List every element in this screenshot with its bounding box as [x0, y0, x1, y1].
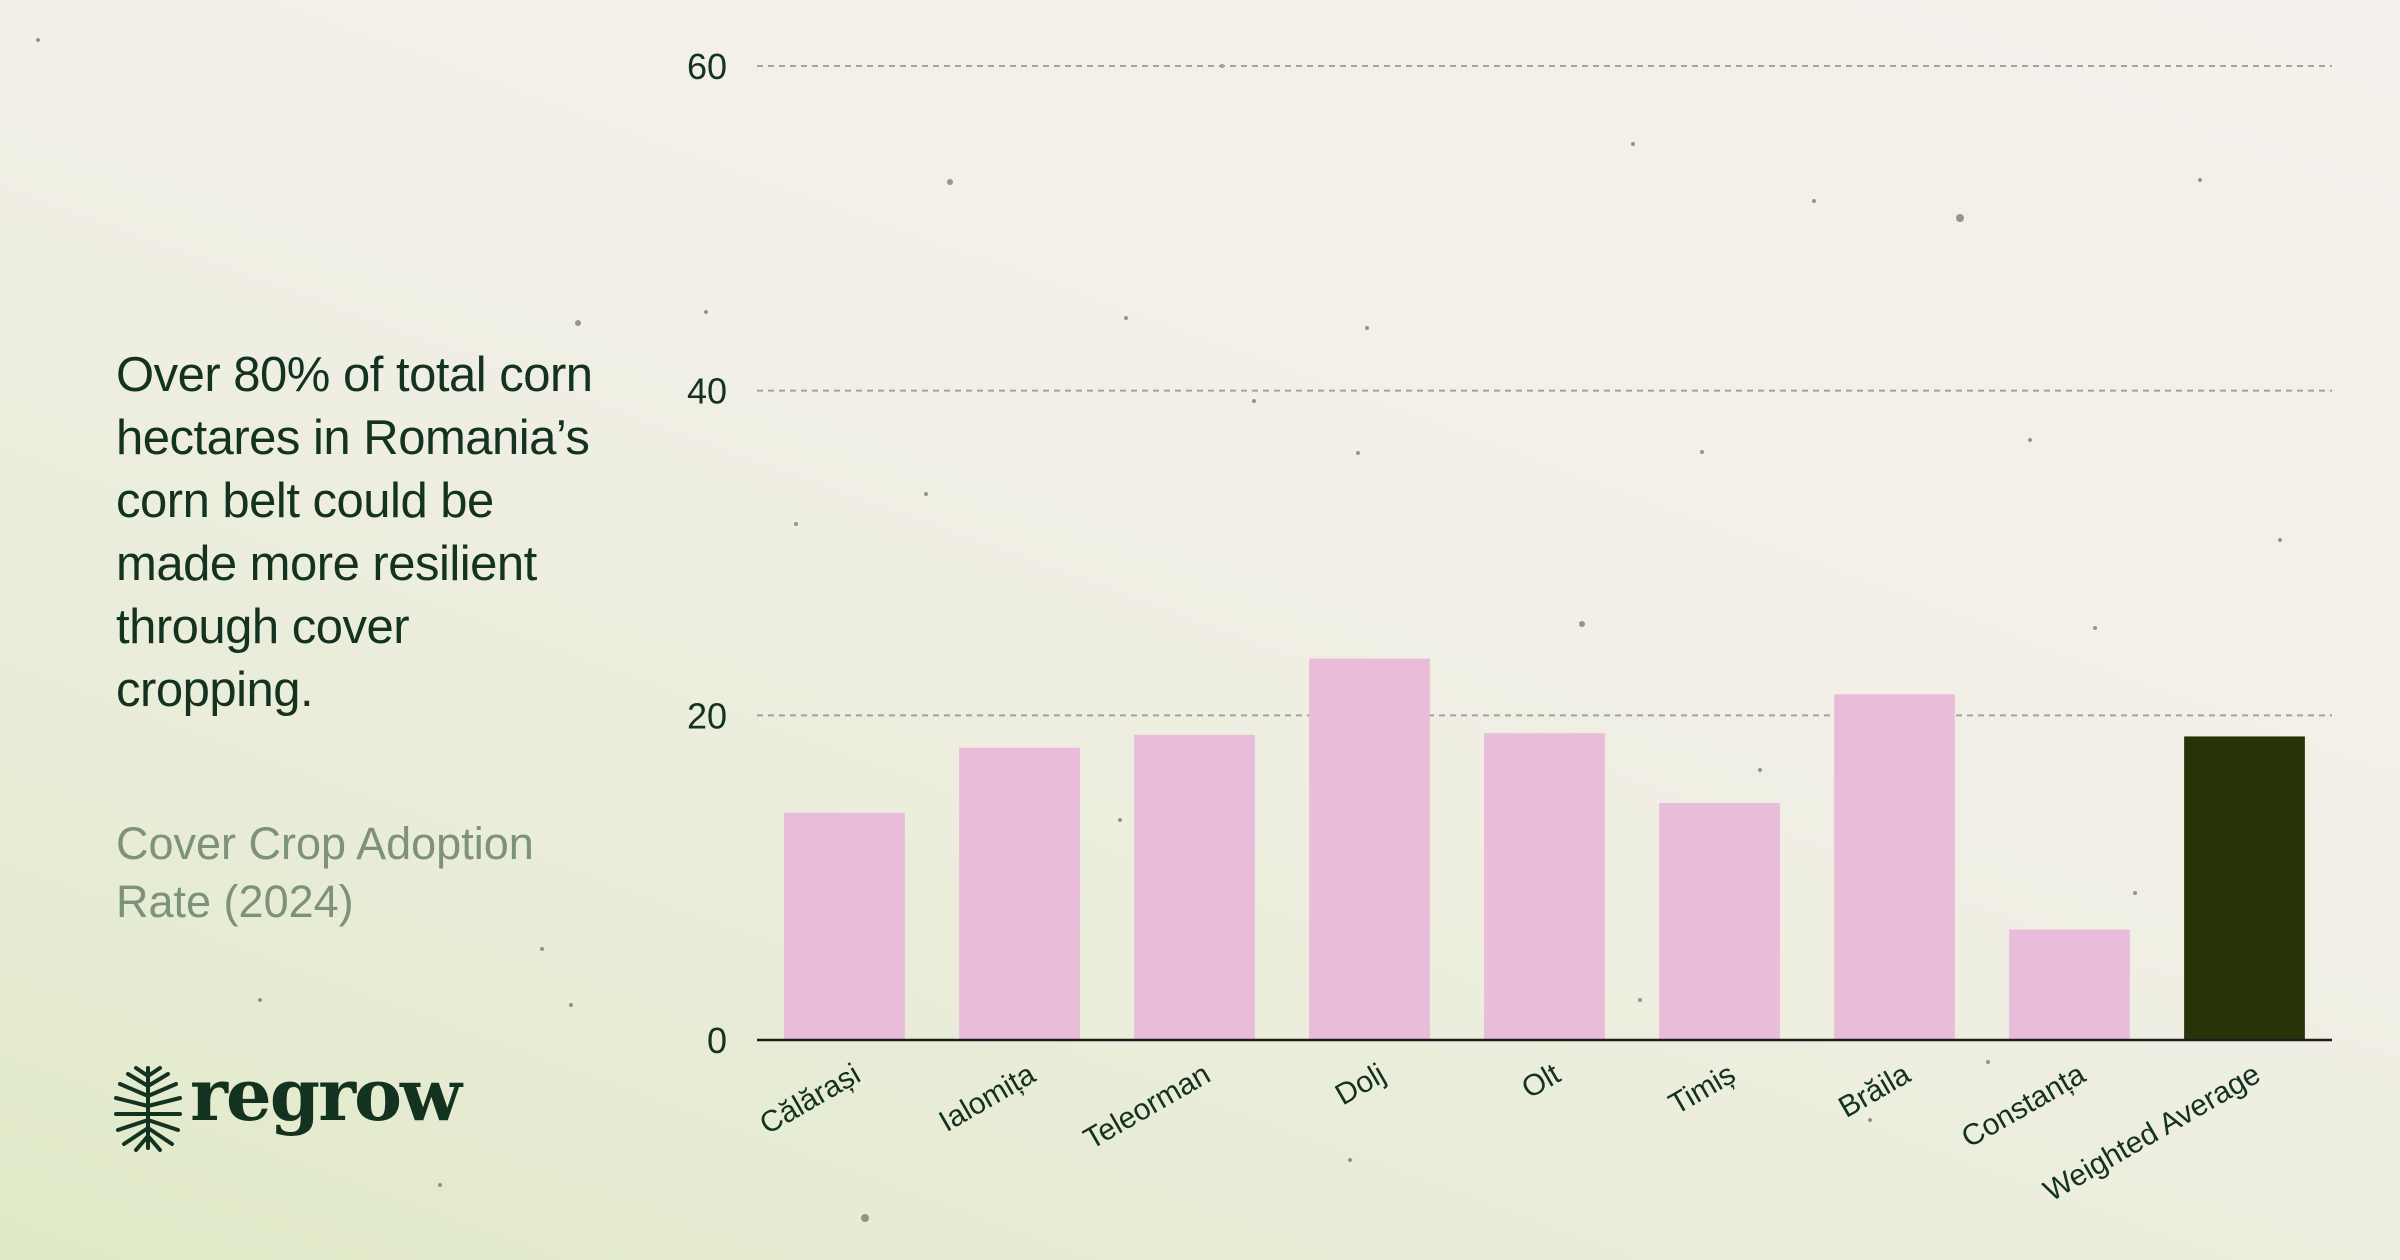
grid-lines [757, 65, 2332, 717]
x-tick-label: Ialomița [934, 1057, 1042, 1138]
chart-subtitle: Cover Crop Adoption Rate (2024) [116, 818, 534, 927]
bar [2009, 929, 2130, 1040]
bar [1659, 802, 1780, 1040]
bar [1834, 694, 1955, 1040]
bar [1309, 658, 1430, 1040]
bar [959, 747, 1080, 1040]
bars [784, 658, 2305, 1040]
headline: Over 80% of total corn hectares in Roman… [116, 348, 593, 717]
tree-roots-icon [114, 1066, 182, 1152]
x-tick-label: Teleorman [1078, 1057, 1216, 1156]
y-tick-label: 20 [687, 695, 727, 736]
x-tick-label: Constanța [1956, 1057, 2091, 1154]
x-tick-label: Călărași [754, 1057, 866, 1141]
bar [1484, 733, 1605, 1040]
x-tick-label: Olt [1516, 1057, 1566, 1105]
bar [2184, 736, 2305, 1040]
logo-wordmark: regrow [190, 1052, 462, 1137]
regrow-logo: regrow [112, 1052, 462, 1160]
y-tick-label: 40 [687, 371, 727, 412]
y-tick-label: 0 [707, 1020, 727, 1061]
bar [1134, 734, 1255, 1040]
y-axis-ticks: 0 20 40 60 [687, 46, 727, 1061]
x-tick-label: Timiș [1663, 1057, 1741, 1121]
y-tick-label: 60 [687, 46, 727, 87]
bar [784, 812, 905, 1040]
x-axis-labels: Călărași Ialomița Teleorman Dolj Olt Timiș Bră… [754, 1057, 2266, 1208]
x-tick-label: Brăila [1833, 1057, 1916, 1124]
x-tick-label: Dolj [1330, 1057, 1391, 1111]
